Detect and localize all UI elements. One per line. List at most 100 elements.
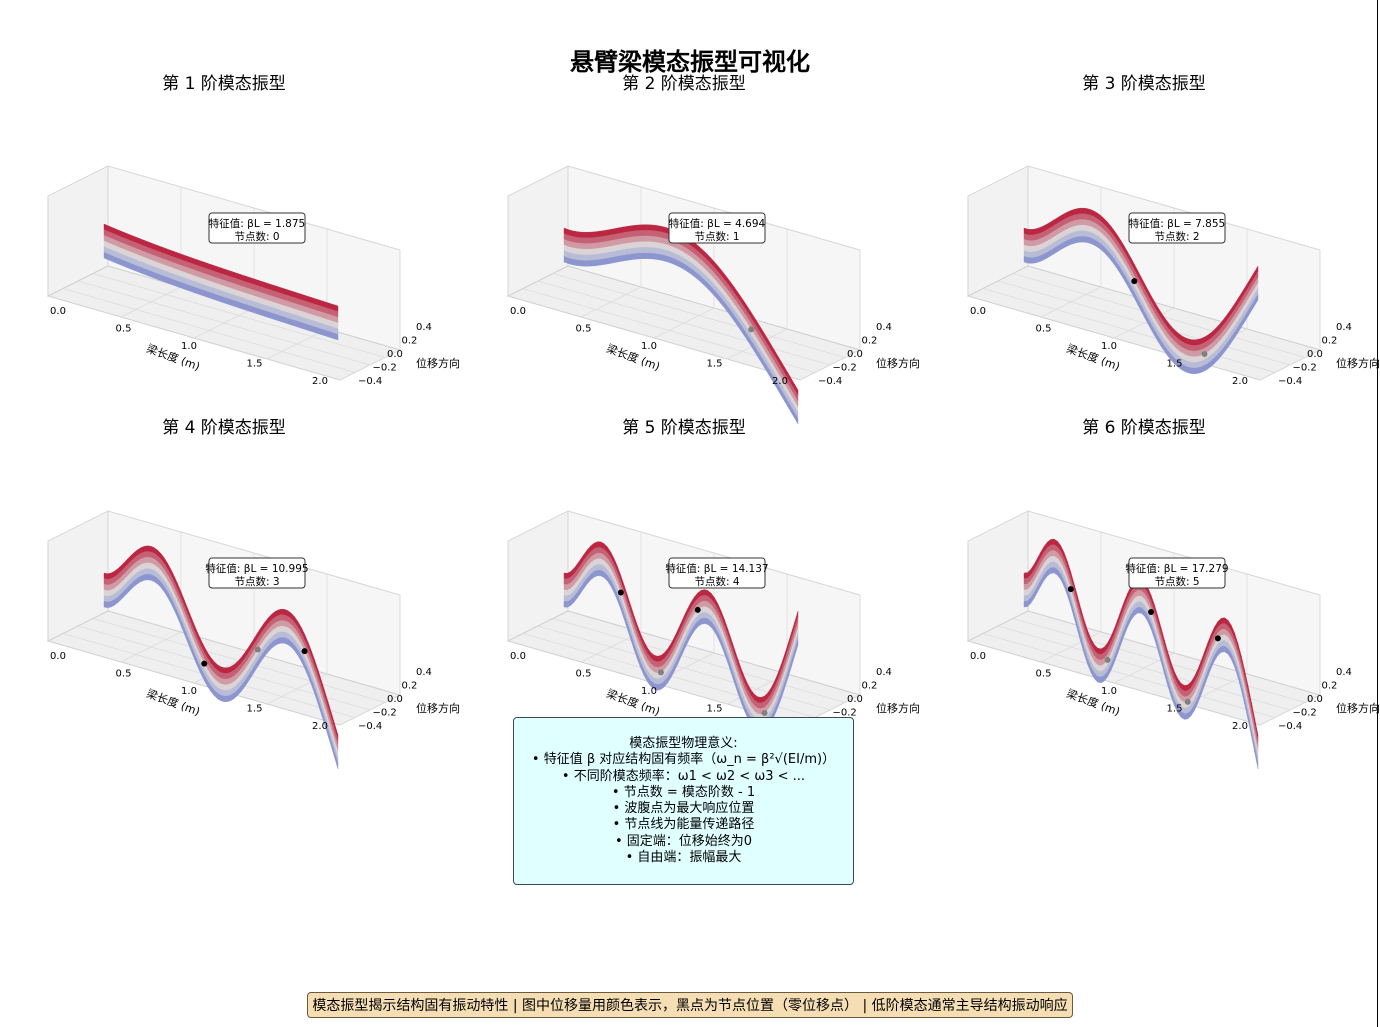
surface-patch bbox=[650, 230, 655, 237]
y-tick-label: −0.2 bbox=[833, 363, 857, 374]
surface-patch bbox=[587, 231, 591, 239]
y-tick-label: 0.4 bbox=[1336, 667, 1352, 678]
surface-patch bbox=[633, 253, 638, 260]
surface-patch bbox=[277, 637, 282, 645]
surface-patch bbox=[291, 319, 295, 327]
surface-patch bbox=[617, 249, 622, 257]
surface-patch bbox=[277, 614, 282, 622]
surface-patch bbox=[127, 261, 131, 270]
surface-patch bbox=[603, 241, 608, 248]
x-tick-label: 0.5 bbox=[1036, 324, 1052, 335]
surface-patch bbox=[214, 293, 218, 302]
surface-patch bbox=[254, 307, 258, 315]
surface-patch bbox=[123, 260, 128, 268]
x-tick-label: 1.5 bbox=[247, 359, 263, 370]
node-count-label: 节点数: 4 bbox=[694, 575, 739, 588]
surface-patch bbox=[583, 254, 588, 261]
surface-patch bbox=[224, 695, 228, 703]
surface-patch bbox=[1221, 634, 1225, 642]
surface-patch bbox=[580, 231, 585, 239]
footer-row: 模态振型揭示结构固有振动特性 | 图中位移量用颜色表示，黑点为节点位置（零位移点… bbox=[0, 992, 1380, 1018]
surface-patch bbox=[1080, 224, 1085, 232]
surface-patch bbox=[633, 230, 638, 237]
surface-patch bbox=[593, 259, 598, 267]
surface-patch bbox=[224, 297, 228, 305]
surface-patch bbox=[600, 247, 605, 254]
node-count-label: 节点数: 2 bbox=[1154, 230, 1199, 243]
subplot-title-6: 第 6 阶模态振型 bbox=[1082, 418, 1206, 438]
surface-patch bbox=[1083, 224, 1088, 232]
surface-patch bbox=[1194, 367, 1199, 375]
x-tick-label: 1.0 bbox=[181, 341, 197, 352]
surface-patch bbox=[157, 273, 162, 281]
node-point bbox=[1214, 635, 1221, 642]
node-point bbox=[617, 589, 624, 596]
surface-patch bbox=[600, 258, 605, 266]
surface-patch bbox=[1083, 236, 1088, 243]
floor-gridline bbox=[982, 288, 1276, 373]
surface-patch bbox=[607, 251, 612, 259]
surface-patch bbox=[654, 247, 658, 255]
surface-patch bbox=[593, 242, 598, 250]
y-tick-label: −0.2 bbox=[1293, 708, 1317, 719]
surface-patch bbox=[170, 278, 175, 286]
surface-patch bbox=[593, 231, 598, 238]
surface-patch bbox=[757, 702, 762, 709]
surface-patch bbox=[1137, 595, 1142, 603]
surface-patch bbox=[613, 227, 618, 235]
x-tick-label: 1.5 bbox=[1167, 359, 1183, 370]
surface-patch bbox=[224, 684, 228, 691]
surface-patch bbox=[603, 246, 608, 254]
y-tick-label: −0.2 bbox=[373, 708, 397, 719]
surface-patch bbox=[704, 617, 708, 625]
y-tick-label: 0.0 bbox=[1307, 349, 1323, 360]
surface-patch bbox=[143, 573, 148, 581]
surface-patch bbox=[627, 253, 632, 261]
surface-patch bbox=[593, 253, 598, 261]
surface-patch bbox=[220, 694, 225, 703]
surface-patch bbox=[1073, 225, 1078, 233]
surface-patch bbox=[1073, 230, 1078, 238]
surface-patch bbox=[250, 305, 255, 314]
surface-patch bbox=[143, 551, 148, 558]
surface-patch bbox=[130, 263, 135, 271]
antinode-point bbox=[748, 326, 755, 333]
surface-patch bbox=[610, 256, 615, 264]
surface-patch bbox=[570, 258, 575, 266]
surface-patch bbox=[627, 225, 632, 233]
surface-patch bbox=[590, 254, 595, 261]
surface-patch bbox=[103, 589, 108, 597]
surface-patch bbox=[597, 547, 601, 554]
surface-patch bbox=[1037, 255, 1041, 263]
x-tick-label: 2.0 bbox=[772, 376, 788, 387]
eigenvalue-label: 特征值: βL = 10.995 bbox=[205, 562, 308, 575]
surface-patch bbox=[644, 241, 648, 248]
surface-patch bbox=[244, 303, 248, 312]
surface-patch bbox=[633, 247, 638, 254]
surface-patch bbox=[143, 556, 148, 564]
surface-patch bbox=[593, 236, 598, 244]
surface-patch bbox=[613, 239, 618, 246]
surface-patch bbox=[280, 637, 285, 644]
y-axis-label: 位移方向 bbox=[416, 356, 460, 370]
surface-patch bbox=[644, 247, 648, 254]
surface-patch bbox=[580, 243, 585, 250]
surface-patch bbox=[147, 556, 152, 564]
x-tick-label: 2.0 bbox=[1232, 376, 1248, 387]
surface-patch bbox=[197, 287, 202, 296]
surface-patch bbox=[600, 235, 605, 243]
surface-patch bbox=[630, 225, 635, 232]
surface-patch bbox=[277, 608, 282, 616]
surface-patch bbox=[1187, 338, 1192, 346]
surface-patch bbox=[284, 637, 289, 645]
surface-patch bbox=[1023, 578, 1028, 585]
surface-patch bbox=[660, 231, 665, 239]
surface-patch bbox=[1050, 555, 1055, 563]
surface-patch bbox=[657, 236, 662, 244]
surface-patch bbox=[247, 304, 252, 313]
info-line: 模态振型物理意义: bbox=[629, 736, 738, 751]
surface-patch bbox=[610, 239, 615, 247]
physics-info-box: 模态振型物理意义: • 特征值 β 对应结构固有频率（ω_n = β²√(EI/… bbox=[513, 717, 854, 885]
